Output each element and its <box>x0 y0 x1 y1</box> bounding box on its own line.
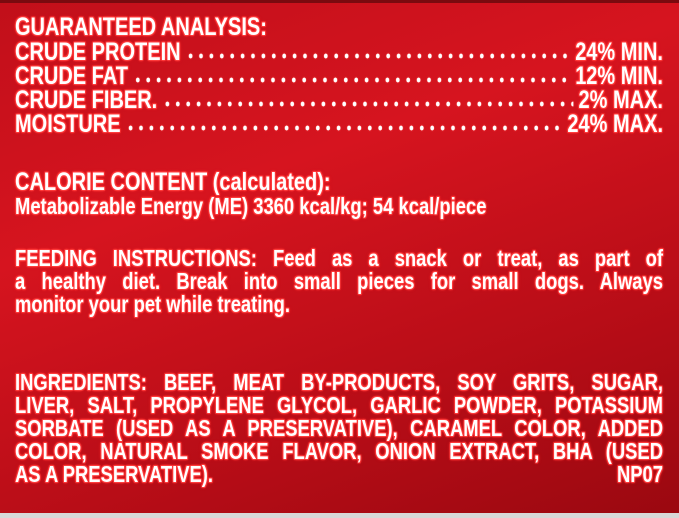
analysis-row: CRUDE PROTEIN 24% MIN. <box>15 38 663 66</box>
bottom-border <box>0 513 679 518</box>
ingredients-last-line: AS A PRESERVATIVE). NP07 <box>15 462 663 486</box>
analysis-label: MOISTURE <box>15 110 121 138</box>
analysis-title: GUARANTEED ANALYSIS: <box>15 13 267 41</box>
analysis-label: CRUDE PROTEIN <box>15 38 181 66</box>
analysis-row: MOISTURE 24% MAX. <box>15 110 663 138</box>
top-border <box>0 0 679 3</box>
analysis-label: CRUDE FAT <box>15 62 128 90</box>
analysis-value: 24% MAX. <box>567 110 663 138</box>
feeding-line: a healthy diet. Break into small pieces … <box>15 268 663 294</box>
ingredients-line: SORBATE (USED AS A PRESERVATIVE), CARAME… <box>15 415 663 441</box>
calorie-text: Metabolizable Energy (ME) 3360 kcal/kg; … <box>15 193 487 219</box>
ingredients-line: AS A PRESERVATIVE). <box>15 461 214 487</box>
ingredients-line: LIVER, SALT, PROPYLENE GLYCOL, GARLIC PO… <box>15 392 663 418</box>
feeding-line: monitor your pet while treating. <box>15 291 290 317</box>
ingredients-line: COLOR, NATURAL SMOKE FLAVOR, ONION EXTRA… <box>15 438 663 464</box>
product-code: NP07 <box>616 461 663 487</box>
analysis-value: 12% MIN. <box>575 62 663 90</box>
dot-leader <box>162 101 574 107</box>
feeding-line: FEEDING INSTRUCTIONS: Feed as a snack or… <box>15 245 663 271</box>
analysis-value: 24% MIN. <box>575 38 663 66</box>
dot-leader <box>185 53 571 59</box>
analysis-value: 2% MAX. <box>578 86 663 114</box>
analysis-row: CRUDE FIBER. 2% MAX. <box>15 86 663 114</box>
analysis-row: CRUDE FAT 12% MIN. <box>15 62 663 90</box>
dot-leader <box>132 77 571 83</box>
calorie-title: CALORIE CONTENT (calculated): <box>15 168 331 196</box>
ingredients-line: INGREDIENTS: BEEF, MEAT BY-PRODUCTS, SOY… <box>15 369 663 395</box>
analysis-label: CRUDE FIBER. <box>15 86 158 114</box>
dot-leader <box>125 125 563 131</box>
